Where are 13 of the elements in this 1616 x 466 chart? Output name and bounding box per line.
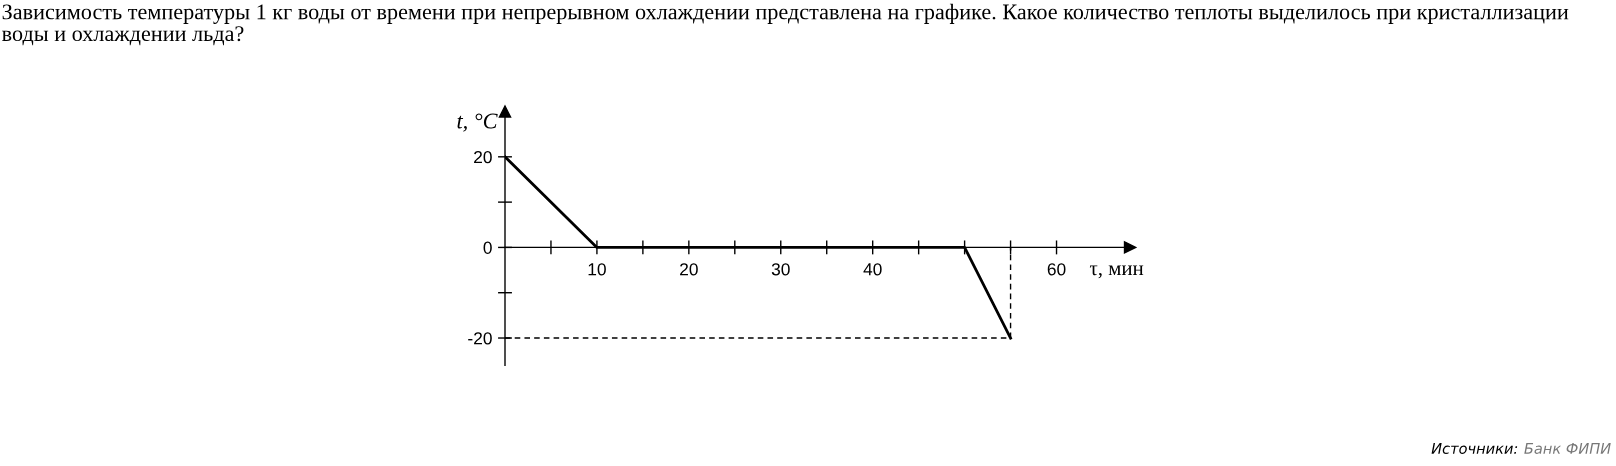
- x-tick-label: 60: [1047, 263, 1066, 276]
- y-axis-title: t, °C: [457, 113, 498, 132]
- x-tick-label: 10: [588, 263, 606, 276]
- x-tick-label: 20: [680, 263, 698, 276]
- text: Источники:: [1431, 443, 1518, 454]
- x-tick-label: 30: [771, 263, 790, 276]
- y-tick-label: 20: [474, 150, 492, 164]
- y-tick-label: 0: [483, 241, 492, 254]
- y-tick-label: -20: [468, 332, 492, 345]
- text: Банк ФИПИ: [1524, 443, 1611, 454]
- x-tick-label: 40: [863, 263, 882, 276]
- chart-title: Зависимость температуры 1 кг воды от времени при непрерывном охлаждении представлена на графике. Какое количество теплоты выделилось при кристаллизации воды и охлаждении льда?: [2, 3, 1569, 46]
- x-axis-title: τ, мин: [1089, 265, 1144, 279]
